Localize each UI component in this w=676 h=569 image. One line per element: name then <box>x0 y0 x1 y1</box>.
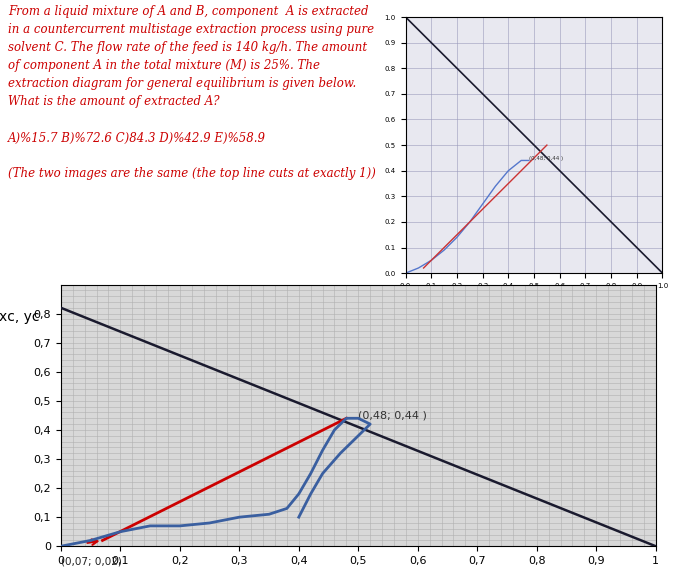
Text: From a liquid mixture of A and B, component  A is extracted
in a countercurrent : From a liquid mixture of A and B, compon… <box>8 6 377 180</box>
Text: (0,48; 0,44 ): (0,48; 0,44 ) <box>529 156 563 162</box>
Y-axis label: xᴄ, yᴄ: xᴄ, yᴄ <box>0 310 39 324</box>
Text: (0,48; 0,44 ): (0,48; 0,44 ) <box>358 410 427 420</box>
Text: (0,07; 0,02): (0,07; 0,02) <box>61 556 122 567</box>
